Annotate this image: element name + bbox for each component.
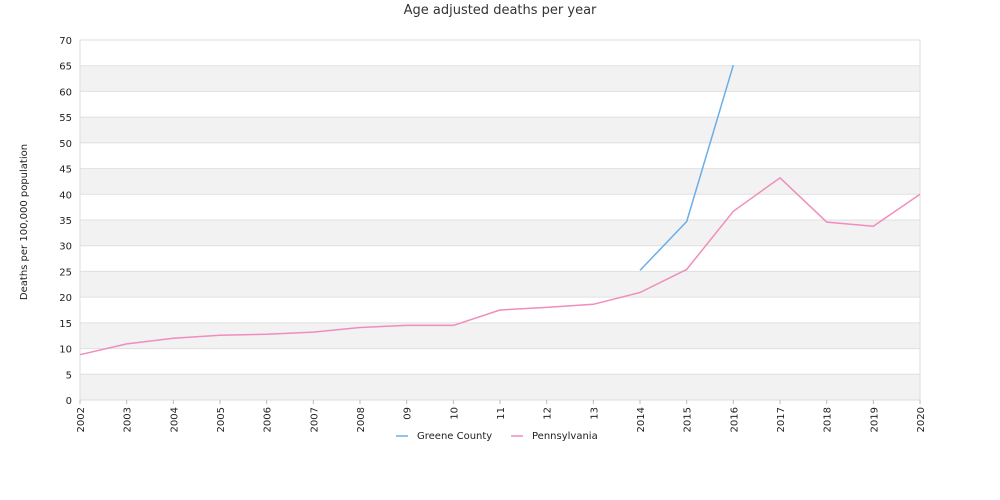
- x-tick-label: 2003: [123, 407, 134, 432]
- x-tick-label: 13: [589, 407, 600, 420]
- legend-item-pennsylvania: Pennsylvania: [511, 431, 598, 442]
- plot-band: [80, 117, 920, 143]
- x-tick-label: 11: [496, 407, 507, 420]
- x-axis-ticks: 2002 2003 2004 2005 2006 2007 2008 09 10 11 12 13 20…: [76, 400, 927, 432]
- gridlines: [80, 39, 920, 401]
- y-tick-label: 30: [59, 242, 72, 253]
- y-tick-label: 55: [59, 113, 72, 124]
- x-tick-label: 2005: [216, 407, 227, 432]
- y-tick-label: 60: [59, 87, 72, 98]
- plot-band: [80, 91, 920, 118]
- y-tick-label: 20: [59, 293, 72, 304]
- plot-band: [80, 245, 920, 272]
- y-tick-label: 5: [66, 370, 72, 381]
- x-tick-label: 2008: [356, 407, 367, 432]
- x-tick-label: 2020: [916, 407, 927, 432]
- legend-label: Pennsylvania: [532, 431, 598, 442]
- legend-label: Greene County: [417, 431, 492, 442]
- y-tick-label: 65: [59, 62, 72, 73]
- plot-band: [80, 40, 920, 66]
- y-tick-label: 70: [59, 36, 72, 47]
- plot-band: [80, 374, 920, 400]
- plot-bands: [80, 40, 920, 400]
- legend: Greene County Pennsylvania: [396, 431, 598, 442]
- series-line-pennsylvania: [79, 177, 921, 356]
- plot-band: [80, 271, 920, 298]
- x-tick-label: 2019: [869, 407, 880, 432]
- plot-band: [80, 220, 920, 246]
- y-tick-label: 40: [59, 190, 72, 201]
- x-tick-label: 2002: [76, 407, 87, 432]
- plot-band: [80, 194, 920, 220]
- x-tick-label: 2017: [776, 407, 787, 432]
- plot-band: [80, 168, 920, 195]
- x-tick-label: 2006: [263, 407, 274, 432]
- series-line-greene-county: [639, 64, 735, 271]
- x-tick-label: 2016: [729, 407, 740, 432]
- y-tick-label: 0: [66, 396, 72, 407]
- y-axis-title: Deaths per 100,000 population: [19, 144, 30, 300]
- y-tick-label: 50: [59, 139, 72, 150]
- x-tick-label: 09: [403, 407, 414, 420]
- chart-title: Age adjusted deaths per year: [403, 3, 597, 18]
- legend-item-greene-county: Greene County: [396, 431, 492, 442]
- y-tick-label: 15: [59, 319, 72, 330]
- x-tick-label: 12: [543, 407, 554, 420]
- x-tick-label: 2007: [309, 407, 320, 432]
- y-tick-label: 35: [59, 216, 72, 227]
- x-tick-label: 2018: [823, 407, 834, 432]
- plot-band: [80, 142, 920, 169]
- x-tick-label: 2004: [169, 407, 180, 432]
- x-tick-label: 10: [449, 407, 460, 420]
- y-tick-label: 45: [59, 165, 72, 176]
- y-tick-label: 10: [59, 345, 72, 356]
- plot-band: [80, 348, 920, 375]
- plot-band: [80, 65, 920, 92]
- x-tick-label: 2015: [683, 407, 694, 432]
- y-tick-label: 25: [59, 267, 72, 278]
- y-axis-ticks: 0 5 10 15 20 25 30 35 40 45 50 55 60 65 70: [59, 36, 72, 407]
- x-tick-label: 2014: [636, 407, 647, 432]
- series-lines: [79, 64, 921, 356]
